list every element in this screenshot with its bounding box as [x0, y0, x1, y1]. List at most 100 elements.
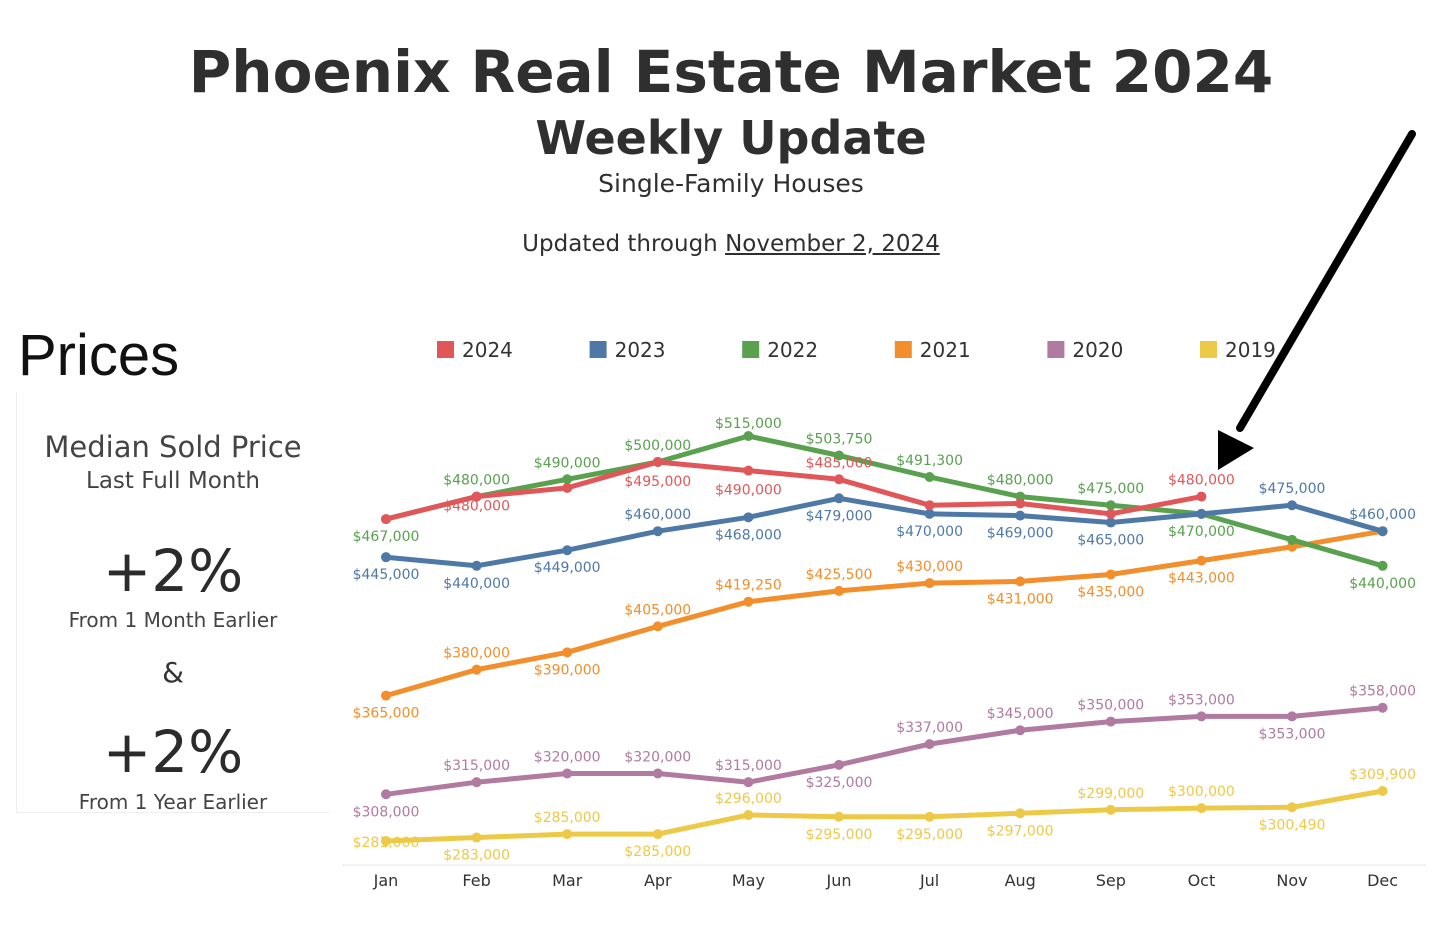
data-point-2023: [652, 526, 663, 537]
data-label-2021: $425,500: [806, 567, 873, 583]
data-point-2023: [924, 508, 935, 519]
panel-title: Median Sold Price: [44, 430, 302, 464]
updated-prefix: Updated through: [522, 231, 718, 257]
legend-label: 2022: [767, 338, 818, 362]
data-point-2022: [1105, 500, 1116, 511]
legend-label: 2024: [462, 338, 513, 362]
data-point-2020: [562, 768, 573, 779]
legend-label: 2021: [920, 338, 971, 362]
data-label-2020: $353,000: [1168, 692, 1235, 708]
data-label-2019: $297,000: [987, 823, 1054, 839]
data-label-2023: $445,000: [353, 567, 420, 583]
legend-swatch: [1047, 341, 1065, 358]
data-label-2019: $281,000: [353, 835, 420, 851]
data-point-2022: [1015, 491, 1026, 502]
data-point-2023: [471, 560, 482, 571]
data-point-2022: [834, 450, 844, 461]
series-line-2019: [383, 788, 1386, 844]
data-point-2024: [834, 474, 844, 485]
updated-date: November 2, 2024: [725, 231, 940, 257]
data-point-2020: [743, 777, 754, 788]
data-point-2023: [743, 512, 754, 523]
data-point-2020: [1105, 716, 1116, 727]
data-point-2024: [471, 491, 482, 502]
data-point-2019: [381, 836, 391, 846]
data-point-2019: [924, 811, 935, 822]
data-label-2022: $480,000: [987, 473, 1054, 489]
data-label-2024: $480,000: [1168, 473, 1235, 489]
data-label-2020: $315,000: [715, 758, 782, 774]
data-point-2024: [562, 482, 573, 493]
data-label-2020: $345,000: [987, 706, 1054, 722]
data-point-2022: [1377, 560, 1388, 571]
data-label-2021: $435,000: [1077, 584, 1144, 600]
data-point-2020: [1196, 711, 1207, 722]
data-point-2019: [1196, 803, 1207, 814]
data-label-2020: $308,000: [353, 804, 420, 820]
data-point-2020: [652, 768, 663, 779]
x-tick-label: Jun: [826, 871, 852, 890]
data-label-2019: $309,900: [1349, 767, 1416, 783]
data-label-2023: $460,000: [1349, 507, 1416, 523]
data-label-2023: $470,000: [896, 524, 963, 540]
data-label-2022: $500,000: [624, 438, 691, 454]
data-label-2021: $390,000: [534, 662, 601, 678]
x-tick-label: Aug: [1005, 871, 1036, 890]
year-change-value: +2%: [102, 718, 244, 786]
data-label-2020: $358,000: [1349, 684, 1416, 700]
month-change-caption: From 1 Month Earlier: [68, 608, 278, 632]
arrow-shaft: [1236, 130, 1416, 432]
data-label-2020: $350,000: [1077, 698, 1144, 714]
data-point-2019: [743, 810, 754, 821]
data-point-2022: [1287, 534, 1297, 545]
page-subtitle: Weekly Update: [535, 111, 927, 165]
legend-swatch: [437, 341, 454, 358]
data-point-2019: [834, 811, 844, 822]
updated-line: Updated through November 2, 2024: [0, 228, 1456, 260]
data-point-2021: [924, 578, 935, 589]
data-point-2020: [1377, 702, 1388, 713]
data-point-2021: [1287, 541, 1297, 552]
data-point-2024: [924, 500, 935, 511]
data-point-2020: [1015, 725, 1026, 736]
data-label-2021: $365,000: [353, 706, 420, 722]
data-label-2023: $460,000: [624, 507, 691, 523]
data-label-2019: $299,000: [1077, 786, 1144, 802]
data-label-2019: $296,000: [715, 791, 782, 807]
data-point-2022: [562, 474, 573, 485]
month-change-value: +2%: [102, 537, 244, 605]
data-point-2024: [1015, 498, 1026, 509]
data-label-2020: $353,000: [1259, 726, 1326, 742]
page-title: Phoenix Real Estate Market 2024: [188, 38, 1274, 106]
data-point-2023: [834, 493, 844, 504]
data-point-2021: [834, 585, 844, 596]
legend-swatch: [1200, 341, 1217, 358]
summary-panel: Median Sold Price Last Full Month +2% Fr…: [16, 392, 329, 814]
data-point-2020: [381, 789, 391, 800]
data-label-2021: $430,000: [896, 559, 963, 575]
data-point-2024: [381, 514, 391, 525]
data-point-2022: [743, 431, 754, 441]
data-point-2021: [381, 690, 391, 701]
data-label-2024: $485,000: [806, 455, 873, 471]
data-label-2021: $443,000: [1168, 571, 1235, 587]
data-point-2023: [1287, 500, 1297, 511]
data-label-2021: $380,000: [443, 646, 510, 662]
data-point-2023: [1015, 510, 1026, 521]
x-tick-label: Dec: [1367, 871, 1398, 890]
series-line-2022: [383, 433, 1386, 569]
x-tick-label: Nov: [1276, 871, 1307, 890]
legend-swatch: [742, 341, 760, 358]
data-label-2023: $475,000: [1259, 481, 1326, 497]
prices-heading: Prices: [18, 323, 180, 388]
annotation-arrow: [1218, 130, 1416, 470]
data-label-2020: $325,000: [806, 775, 873, 791]
x-tick-label: Apr: [644, 871, 672, 890]
series-line-2024: [383, 459, 1204, 522]
data-point-2020: [1287, 711, 1297, 722]
data-label-2022: $480,000: [443, 473, 510, 489]
data-label-2022: $491,300: [896, 453, 963, 469]
data-label-2019: $285,000: [534, 810, 601, 826]
data-point-2024: [743, 465, 754, 476]
